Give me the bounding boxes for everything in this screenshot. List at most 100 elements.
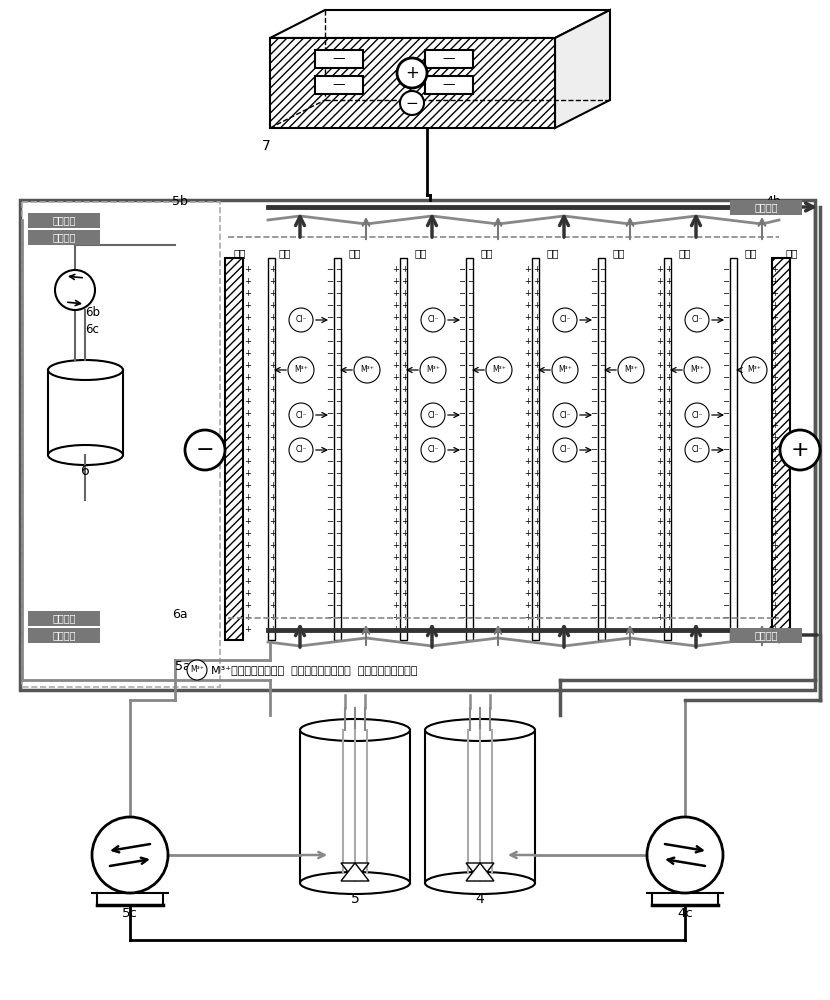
Text: +: + xyxy=(270,422,276,430)
Bar xyxy=(28,230,100,244)
Text: +: + xyxy=(270,338,276,347)
Text: −: − xyxy=(599,493,607,502)
Text: +: + xyxy=(245,566,251,574)
Text: −: − xyxy=(467,578,475,586)
Text: —: — xyxy=(333,52,345,66)
Text: −: − xyxy=(590,326,598,334)
Text: +: + xyxy=(245,626,251,635)
Text: +: + xyxy=(270,446,276,454)
Text: −: − xyxy=(326,422,334,430)
Text: −: − xyxy=(722,482,730,490)
Text: +: + xyxy=(534,554,540,562)
Circle shape xyxy=(685,308,709,332)
Text: −: − xyxy=(335,314,343,322)
Text: +: + xyxy=(525,518,531,526)
Text: −: − xyxy=(326,446,334,454)
Text: 5a: 5a xyxy=(175,660,191,673)
Text: −: − xyxy=(326,589,334,598)
Text: +: + xyxy=(666,458,672,466)
Text: −: − xyxy=(599,434,607,442)
Text: +: + xyxy=(393,361,399,370)
Text: M³⁺: M³⁺ xyxy=(190,666,204,674)
Text: −: − xyxy=(722,613,730,622)
Text: +: + xyxy=(666,493,672,502)
Text: −: − xyxy=(467,554,475,562)
Text: +: + xyxy=(525,422,531,430)
Text: +: + xyxy=(245,290,251,298)
Text: −: − xyxy=(590,314,598,322)
Text: +: + xyxy=(666,434,672,442)
Text: +: + xyxy=(402,302,408,310)
Text: +: + xyxy=(657,265,663,274)
Text: +: + xyxy=(402,554,408,562)
Text: +: + xyxy=(245,265,251,274)
Text: M³⁺: M³⁺ xyxy=(294,365,308,374)
Text: −: − xyxy=(590,290,598,298)
Text: +: + xyxy=(772,601,779,610)
Text: 6b: 6b xyxy=(85,306,100,319)
Text: +: + xyxy=(270,589,276,598)
Text: +: + xyxy=(270,578,276,586)
Text: +: + xyxy=(534,373,540,382)
Text: +: + xyxy=(270,326,276,334)
Text: +: + xyxy=(525,626,531,635)
Bar xyxy=(48,417,123,459)
Text: +: + xyxy=(657,302,663,310)
Text: −: − xyxy=(722,626,730,635)
Text: −: − xyxy=(467,422,475,430)
Text: +: + xyxy=(393,470,399,479)
Text: +: + xyxy=(525,338,531,347)
Text: −: − xyxy=(722,470,730,479)
Text: −: − xyxy=(722,578,730,586)
Text: −: − xyxy=(722,554,730,562)
Text: +: + xyxy=(270,314,276,322)
Text: −: − xyxy=(458,578,466,586)
Text: −: − xyxy=(458,530,466,538)
Text: +: + xyxy=(666,385,672,394)
Text: +: + xyxy=(534,385,540,394)
Text: +: + xyxy=(525,410,531,418)
Text: +: + xyxy=(525,506,531,514)
Text: −: − xyxy=(599,361,607,370)
Text: −: − xyxy=(326,265,334,274)
Text: −: − xyxy=(590,566,598,574)
Text: −: − xyxy=(467,277,475,286)
Text: +: + xyxy=(657,446,663,454)
Text: −: − xyxy=(458,589,466,598)
Ellipse shape xyxy=(48,360,123,380)
Text: −: − xyxy=(467,613,475,622)
Text: +: + xyxy=(657,506,663,514)
Polygon shape xyxy=(555,10,610,128)
Bar xyxy=(730,628,802,643)
Text: −: − xyxy=(590,518,598,526)
Text: 浓缩液进: 浓缩液进 xyxy=(754,630,778,640)
Text: +: + xyxy=(393,506,399,514)
Text: +: + xyxy=(534,314,540,322)
Text: +: + xyxy=(534,338,540,347)
Text: +: + xyxy=(245,422,251,430)
Text: −: − xyxy=(458,601,466,610)
Circle shape xyxy=(647,817,723,893)
Text: +: + xyxy=(270,482,276,490)
Text: 5c: 5c xyxy=(122,907,138,920)
Circle shape xyxy=(780,430,820,470)
Text: +: + xyxy=(245,589,251,598)
Text: +: + xyxy=(772,626,779,635)
Text: −: − xyxy=(599,542,607,550)
Text: −: − xyxy=(599,482,607,490)
Text: +: + xyxy=(772,302,779,310)
Text: +: + xyxy=(245,385,251,394)
Text: +: + xyxy=(525,482,531,490)
Circle shape xyxy=(289,403,313,427)
Text: +: + xyxy=(772,350,779,359)
Text: +: + xyxy=(534,482,540,490)
Text: +: + xyxy=(772,470,779,479)
Circle shape xyxy=(289,438,313,462)
Text: −: − xyxy=(467,434,475,442)
Text: −: − xyxy=(722,601,730,610)
Text: −: − xyxy=(335,434,343,442)
Text: +: + xyxy=(245,350,251,359)
Text: −: − xyxy=(326,458,334,466)
Text: +: + xyxy=(393,578,399,586)
Text: −: − xyxy=(722,361,730,370)
